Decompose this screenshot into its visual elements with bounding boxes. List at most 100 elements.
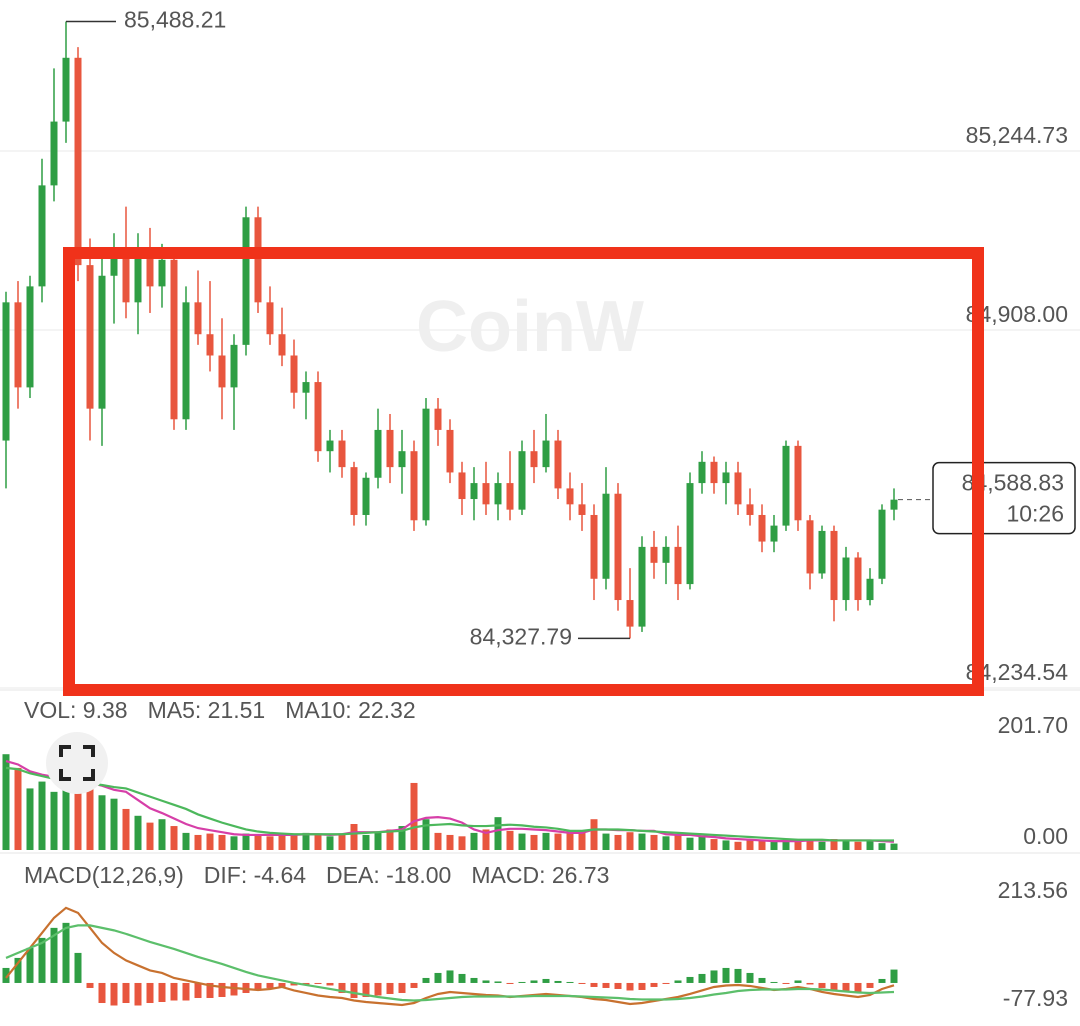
macd-bar <box>518 981 526 983</box>
highlight-box <box>63 247 984 696</box>
volume-bar <box>686 837 694 850</box>
candle-body <box>878 509 886 579</box>
volume-bar <box>338 833 346 850</box>
candle-body <box>422 408 430 521</box>
macd-bar <box>410 982 418 988</box>
volume-bar <box>2 754 10 850</box>
macd-bar <box>146 982 154 1004</box>
high-label: 85,488.21 <box>124 7 226 33</box>
macd-bar <box>110 982 118 1006</box>
candle-body <box>110 254 118 276</box>
candle-body <box>242 217 250 345</box>
volume-bar <box>98 795 106 850</box>
candle-body <box>638 546 646 627</box>
volume-bar <box>62 785 70 850</box>
candle-body <box>614 493 622 601</box>
macd-bar <box>734 968 742 983</box>
macd-bar <box>302 982 310 985</box>
volume-bar <box>530 834 538 850</box>
macd-bar <box>98 982 106 1004</box>
macd-bar <box>26 947 34 983</box>
macd-bar <box>326 982 334 986</box>
volume-bar <box>158 819 166 850</box>
volume-bar <box>398 826 406 850</box>
macd-bar <box>842 982 850 991</box>
legend-entry: MA10: 22.32 <box>285 697 415 723</box>
macd-bar <box>338 982 346 993</box>
watermark: CoinW <box>416 287 644 367</box>
candle-body <box>494 483 502 505</box>
candle-body <box>746 504 754 515</box>
volume-bar <box>218 834 226 850</box>
macd-bar <box>818 982 826 988</box>
volume-bar <box>710 839 718 850</box>
macd-bar <box>38 937 46 983</box>
volume-bar <box>878 843 886 850</box>
candle-body <box>626 600 634 627</box>
candle-body <box>842 557 850 601</box>
fullscreen-button[interactable] <box>46 732 108 794</box>
candle-body <box>98 275 106 409</box>
volume-bar <box>386 829 394 850</box>
macd-bar <box>890 969 898 983</box>
macd-bar <box>374 982 382 996</box>
candle-body <box>74 57 82 266</box>
macd-bar <box>122 982 130 1004</box>
macd-bar <box>194 982 202 998</box>
volume-bar <box>350 824 358 850</box>
candle-body <box>482 483 490 505</box>
macd-bar <box>806 982 814 985</box>
volume-bar <box>626 832 634 850</box>
volume-bar <box>326 836 334 850</box>
volume-bar <box>314 834 322 850</box>
dea-line <box>5 924 895 1002</box>
y-tick-label: -77.93 <box>1003 985 1068 1011</box>
macd-bar <box>2 967 10 983</box>
macd-bar <box>50 927 58 983</box>
candle-body <box>362 477 370 515</box>
candle-body <box>290 355 298 393</box>
overlay-layer <box>0 247 1080 854</box>
volume-bar <box>422 819 430 850</box>
candle-body <box>698 461 706 484</box>
volume-bar <box>410 782 418 850</box>
volume-bar <box>170 826 178 850</box>
volume-bar <box>638 833 646 850</box>
candle-body <box>158 259 166 287</box>
volume-bar <box>134 815 142 850</box>
volume-bar <box>722 840 730 850</box>
macd-bar <box>170 982 178 1001</box>
candle-body <box>518 451 526 510</box>
macd-bar <box>86 982 94 988</box>
macd-bar <box>14 957 22 983</box>
y-tick-label: 201.70 <box>998 712 1068 738</box>
volume-bar <box>746 839 754 850</box>
volume-bar <box>242 833 250 850</box>
candle-body <box>734 472 742 505</box>
macd-bar <box>878 978 886 983</box>
candle-body <box>830 530 838 601</box>
marks-layer: 85,488.2184,327.7984,588.8310:260.00201.… <box>2 7 1076 1011</box>
candle-body <box>194 302 202 335</box>
candle-body <box>182 302 190 420</box>
volume-bar <box>266 836 274 850</box>
macd-bar <box>350 982 358 998</box>
volume-bar <box>758 840 766 850</box>
candle-body <box>374 429 382 478</box>
candle-body <box>278 334 286 356</box>
volume-bar <box>806 839 814 850</box>
candle-body <box>566 488 574 505</box>
candle-body <box>38 185 46 287</box>
candle-body <box>398 451 406 468</box>
macd-bar <box>134 982 142 1006</box>
volume-bar <box>578 830 586 850</box>
legend-entry: DEA: -18.00 <box>326 862 451 888</box>
legend-entry: VOL: 9.38 <box>24 697 128 723</box>
macd-bar <box>386 982 394 994</box>
dif-line <box>5 906 895 1007</box>
candle-body <box>506 483 514 510</box>
candle-body <box>602 493 610 579</box>
macd-bar <box>218 982 226 997</box>
macd-bar <box>230 982 238 996</box>
